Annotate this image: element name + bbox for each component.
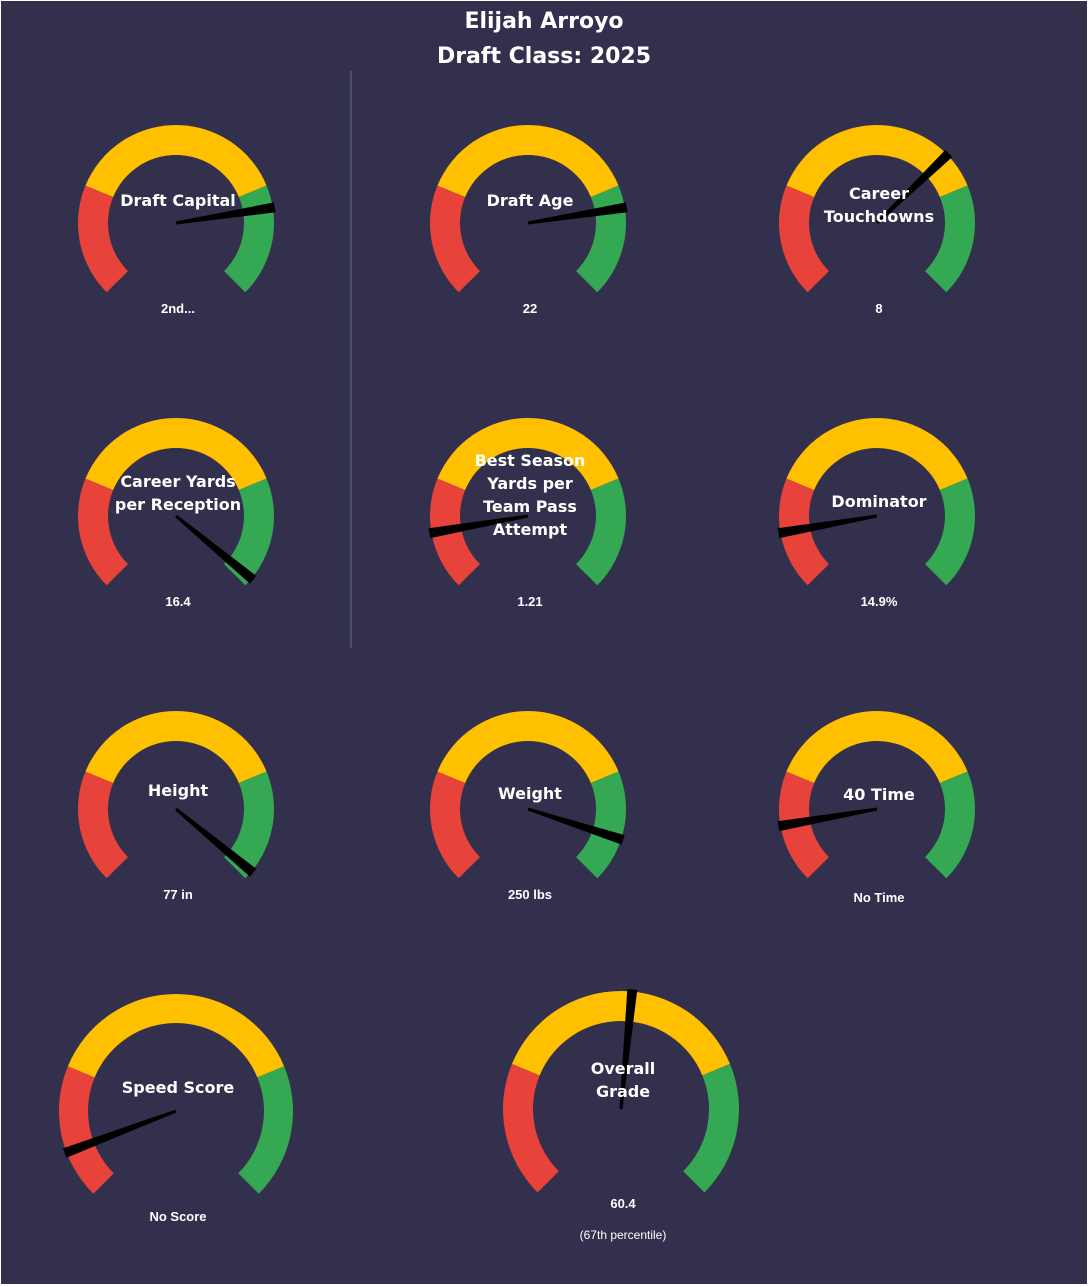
gauge-zone-yellow: [786, 124, 968, 197]
gauge-zone-yellow: [67, 994, 285, 1078]
gauge-zone-green: [224, 478, 274, 586]
gauge: Draft Capital 2nd...: [77, 125, 276, 316]
gauge-label: Weight: [498, 784, 562, 803]
gauge-label: Career: [849, 184, 909, 203]
gauge-label: Draft Age: [487, 191, 574, 210]
gauge-label: Height: [148, 781, 209, 800]
gauge-zone-red: [77, 185, 128, 293]
gauge-zone-green: [925, 478, 975, 586]
gauge-label: Grade: [596, 1082, 650, 1101]
gauge-label: 40 Time: [843, 785, 915, 804]
gauge-zone-yellow: [786, 710, 968, 783]
gauge-zone-yellow: [437, 417, 619, 490]
gauge: Height 77 in: [77, 711, 274, 902]
gauge-needle: [527, 807, 625, 845]
gauge-label: Overall: [591, 1059, 656, 1078]
gauge-zone-red: [77, 478, 128, 586]
gauge-zone-red: [503, 1063, 559, 1193]
gauge-value: 250 lbs: [508, 887, 552, 902]
gauge: Dominator 14.9%: [777, 417, 975, 609]
gauge-zone-yellow: [437, 710, 619, 783]
gauge-zone-green: [925, 771, 976, 879]
gauge: Speed Score No Score: [59, 994, 293, 1224]
gauge-value: 22: [523, 301, 537, 316]
gauge-zone-yellow: [437, 124, 619, 197]
gauge-label: Dominator: [831, 492, 926, 511]
gauge-zone-yellow: [511, 991, 731, 1076]
gauge-value: 2nd...: [161, 301, 195, 316]
gauge: 40 Time No Time: [777, 710, 976, 905]
gauge-zone-yellow: [85, 417, 267, 490]
gauge-needle: [777, 807, 878, 832]
gauge-label: Team Pass: [483, 497, 577, 516]
gauge-needle: [175, 202, 276, 225]
gauge-value: 60.4: [610, 1196, 636, 1211]
gauge-label: Attempt: [493, 520, 568, 539]
gauge-zone-green: [925, 185, 975, 293]
gauge-label: Draft Capital: [120, 191, 236, 210]
gauge: Weight 250 lbs: [429, 710, 626, 902]
gauge-value: 77 in: [163, 887, 193, 902]
gauge: Career Touchdowns 8: [778, 124, 975, 316]
gauge-label: Speed Score: [122, 1078, 235, 1097]
gauge-label: per Reception: [115, 495, 241, 514]
gauge-value: 1.21: [517, 594, 542, 609]
gauge-zone-green: [576, 185, 626, 293]
gauge-value: No Score: [149, 1209, 206, 1224]
gauge: Overall Grade 60.4 (67th percentile): [503, 989, 739, 1242]
gauge-zone-red: [59, 1066, 114, 1194]
gauge-needle: [175, 807, 257, 877]
gauge-needle: [527, 202, 628, 225]
gauge-label: Touchdowns: [824, 207, 934, 226]
gauge-zone-red: [429, 771, 480, 879]
gauge-needle: [428, 514, 529, 539]
gauge: Career Yards per Reception 16.4: [77, 417, 274, 609]
gauge-zone-red: [778, 185, 829, 293]
gauge-zone-green: [683, 1063, 739, 1193]
gauge-zone-yellow: [786, 417, 968, 490]
gauge-needle: [62, 1109, 177, 1158]
gauge-needle: [875, 149, 953, 225]
gauge-zone-green: [576, 478, 626, 586]
gauge-label: Yards per: [486, 474, 573, 493]
gauge-zone-yellow: [85, 711, 267, 783]
gauge-zone-red: [429, 185, 480, 293]
gauge: Best Season Yards per Team Pass Attempt 1.21: [428, 417, 626, 609]
chart-subtitle: Draft Class: 2025: [437, 44, 651, 69]
gauge-needle: [619, 989, 638, 1110]
gauge-needle: [175, 514, 257, 584]
gauge-zone-yellow: [85, 125, 267, 197]
gauge-zone-red: [77, 771, 128, 879]
gauge-subtext: (67th percentile): [580, 1228, 667, 1242]
gauge-zone-green: [224, 771, 274, 879]
gauge-label: Career Yards: [120, 472, 235, 491]
gauge-needle: [777, 514, 878, 539]
gauge-value: 16.4: [165, 594, 191, 609]
gauge-value: 8: [875, 301, 882, 316]
gauge-zone-green: [576, 771, 626, 879]
gauge-label: Best Season: [475, 451, 586, 470]
gauges-group: Draft Capital 2nd... Draft Age 22 Career Touc…: [59, 124, 976, 1242]
gauge-value: 14.9%: [861, 594, 898, 609]
gauge: Draft Age 22: [429, 124, 628, 316]
chart-title: Elijah Arroyo: [464, 9, 623, 34]
gauge-zone-green: [238, 1066, 293, 1194]
gauge-value: No Time: [853, 890, 904, 905]
